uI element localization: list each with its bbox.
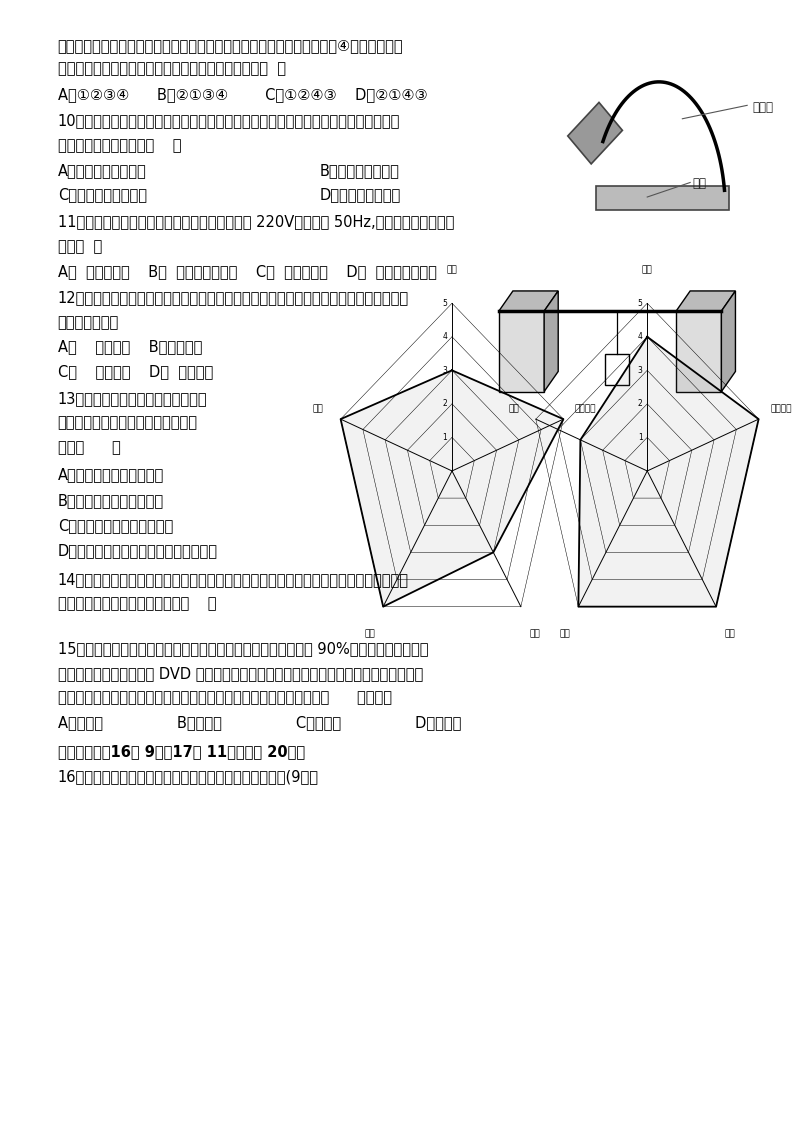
Text: A．增加支撑杆的长度: A．增加支撑杆的长度	[58, 163, 146, 178]
Text: 创新: 创新	[530, 629, 540, 638]
Text: 1: 1	[638, 432, 642, 441]
Text: 人机关系: 人机关系	[770, 404, 792, 413]
Text: 的是（      ）: 的是（ ）	[58, 440, 121, 455]
Text: B．增加灯罩的质量: B．增加灯罩的质量	[319, 163, 399, 178]
Text: A．①②③④      B．②①③④        C．①②④③    D．②①④③: A．①②③④ B．②①③④ C．①②④③ D．②①④③	[58, 87, 427, 102]
Text: 技术前瞻: 技术前瞻	[575, 404, 597, 413]
Text: 下四种充电方式中，最合理的是（    ）: 下四种充电方式中，最合理的是（ ）	[58, 597, 216, 611]
Polygon shape	[722, 291, 735, 392]
Text: 2: 2	[638, 400, 642, 409]
Text: 14．电动牙刷因为潮湿的使用环境，其充电安全问题往往是研发厂家考虑的重要因素，以: 14．电动牙刷因为潮湿的使用环境，其充电安全问题往往是研发厂家考虑的重要因素，以	[58, 572, 409, 586]
Bar	[676, 311, 722, 392]
Text: 12．图是一个材料弯曲测试示意图，通过逐一增加砖码质量，观测材料弯曲的程度；你认: 12．图是一个材料弯曲测试示意图，通过逐一增加砖码质量，观测材料弯曲的程度；你认	[58, 290, 409, 306]
Text: A．美观性                B．经济性                C．创新性                D．规范性: A．美观性 B．经济性 C．创新性 D．规范性	[58, 715, 461, 730]
Text: C．    信息试验    D．  预测试验: C． 信息试验 D． 预测试验	[58, 365, 213, 379]
Bar	[597, 186, 730, 211]
Text: 并进行相关测试。请你按照设计的一般过程进行排序（  ）: 并进行相关测试。请你按照设计的一般过程进行排序（ ）	[58, 61, 286, 76]
Text: 对该产品进行的评价，下列说法合理: 对该产品进行的评价，下列说法合理	[58, 415, 198, 430]
Polygon shape	[544, 291, 558, 392]
Text: 3: 3	[442, 366, 447, 375]
Text: 4: 4	[442, 333, 447, 341]
Text: 3: 3	[638, 366, 642, 375]
Text: 进行设计分析，构思方案，在多种方案中选定几种方案画出技术加工图；④制作手机原型: 进行设计分析，构思方案，在多种方案中选定几种方案画出技术加工图；④制作手机原型	[58, 38, 403, 53]
Text: 底座: 底座	[693, 177, 706, 190]
Polygon shape	[568, 102, 622, 164]
Text: 10．如图所示的台灯，在测试阶段发现其支撑杆调整到某些角度时，台灯容易翻倒。以: 10．如图所示的台灯，在测试阶段发现其支撑杆调整到某些角度时，台灯容易翻倒。以	[58, 113, 400, 129]
Text: 二、简答题（16题 9分，17题 11分，共计 20分）: 二、简答题（16题 9分，17题 11分，共计 20分）	[58, 744, 305, 760]
Polygon shape	[341, 370, 563, 607]
Text: 美观: 美观	[559, 629, 570, 638]
Text: B．生产成本高于使用成本: B．生产成本高于使用成本	[58, 494, 164, 508]
Text: 16．如图所示是某模型的轴侧图，画出其对应的三视图。(9分）: 16．如图所示是某模型的轴侧图，画出其对应的三视图。(9分）	[58, 769, 318, 783]
Text: D．不能比出生产成本与使用成本的大小: D．不能比出生产成本与使用成本的大小	[58, 543, 218, 558]
Text: 符合（  ）: 符合（ ）	[58, 239, 102, 254]
Text: 下改进措施中合理的是（    ）: 下改进措施中合理的是（ ）	[58, 138, 181, 153]
Text: 5: 5	[442, 299, 447, 308]
Text: A．生产成本低于使用成本: A．生产成本低于使用成本	[58, 466, 164, 482]
Bar	[499, 311, 544, 392]
Text: 11．我国家用电器使用的交流电一般额定电压是 220V、频率是 50Hz,这体现家用电器设计: 11．我国家用电器使用的交流电一般额定电压是 220V、频率是 50Hz,这体现…	[58, 214, 454, 229]
Text: 环境: 环境	[313, 404, 324, 413]
Polygon shape	[676, 291, 735, 311]
Bar	[606, 353, 629, 385]
Text: A．    性能试验    B．优化试验: A． 性能试验 B．优化试验	[58, 340, 202, 354]
Text: 求高亮度的装置更有价值。这项产品的问世，充分体现了产品设计的（      ）原则。: 求高亮度的装置更有价值。这项产品的问世，充分体现了产品设计的（ ）原则。	[58, 691, 392, 705]
Text: C．生产成本与使用成本相同: C．生产成本与使用成本相同	[58, 518, 173, 533]
Text: 成本: 成本	[642, 265, 653, 274]
Text: 安全: 安全	[508, 404, 519, 413]
Text: C．增加支撑杆的厚度: C．增加支撑杆的厚度	[58, 187, 146, 203]
Text: 实用: 实用	[725, 629, 735, 638]
Polygon shape	[578, 337, 758, 607]
Text: 2: 2	[442, 400, 447, 409]
Text: 1: 1	[442, 432, 447, 441]
Text: 支撑杆: 支撑杆	[753, 101, 774, 114]
Text: 工艺: 工艺	[364, 629, 374, 638]
Text: 成本: 成本	[446, 265, 458, 274]
Text: 15．工程技术人员利用一种新材料设计制造出了可将耗电量降低 90%的蓝色发光二极管。: 15．工程技术人员利用一种新材料设计制造出了可将耗电量降低 90%的蓝色发光二极…	[58, 641, 428, 657]
Text: 这种二极管可用于新一代 DVD 的读取装置、汽车后灯、交通信号灯等领域，特别是对于要: 这种二极管可用于新一代 DVD 的读取装置、汽车后灯、交通信号灯等领域，特别是对…	[58, 666, 423, 680]
Text: D．增加底座的质量: D．增加底座的质量	[319, 187, 401, 203]
Polygon shape	[499, 291, 558, 311]
Text: A．  科学性原则    B．  技术规范性原则    C．  实用性原则    D．  可持续发展原则: A． 科学性原则 B． 技术规范性原则 C． 实用性原则 D． 可持续发展原则	[58, 265, 437, 280]
Text: 为这一试验属于: 为这一试验属于	[58, 315, 119, 329]
Text: 5: 5	[638, 299, 642, 308]
Text: 13．图甲、图乙是从生产及使用角度: 13．图甲、图乙是从生产及使用角度	[58, 391, 207, 405]
Text: 4: 4	[638, 333, 642, 341]
